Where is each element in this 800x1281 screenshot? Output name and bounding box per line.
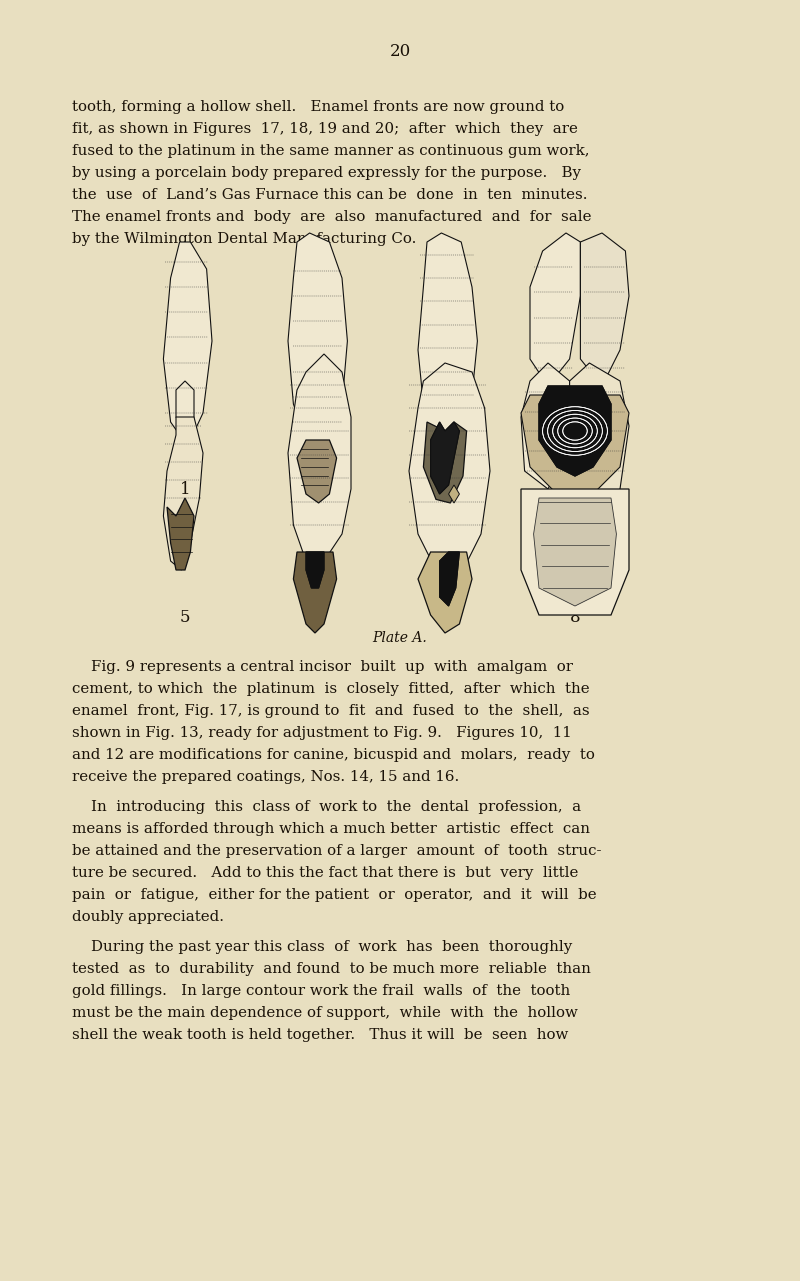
Text: and 12 are modifications for canine, bicuspid and  molars,  ready  to: and 12 are modifications for canine, bic… [72,748,595,762]
Polygon shape [521,395,629,494]
Text: tested  as  to  durability  and found  to be much more  reliable  than: tested as to durability and found to be … [72,962,591,976]
Polygon shape [534,498,616,606]
Polygon shape [539,386,611,477]
Text: In  introducing  this  class of  work to  the  dental  profession,  a: In introducing this class of work to the… [72,801,581,813]
Text: be attained and the preservation of a larger  amount  of  tooth  struc-: be attained and the preservation of a la… [72,844,602,858]
Polygon shape [294,552,337,633]
Polygon shape [530,233,581,386]
Polygon shape [581,233,629,386]
Polygon shape [418,233,478,450]
Text: gold fillings.   In large contour work the frail  walls  of  the  tooth: gold fillings. In large contour work the… [72,984,570,998]
Polygon shape [418,552,472,633]
Text: Fig. 9 represents a central incisor  built  up  with  amalgam  or: Fig. 9 represents a central incisor buil… [72,660,573,674]
Polygon shape [539,386,611,477]
Text: receive the prepared coatings, Nos. 14, 15 and 16.: receive the prepared coatings, Nos. 14, … [72,770,459,784]
Polygon shape [521,489,629,615]
Polygon shape [440,552,459,606]
Text: by the Wilmington Dental Manufacturing Co.: by the Wilmington Dental Manufacturing C… [72,232,416,246]
Polygon shape [167,498,194,570]
Text: fit, as shown in Figures  17, 18, 19 and 20;  after  which  they  are: fit, as shown in Figures 17, 18, 19 and … [72,122,578,136]
Text: pain  or  fatigue,  either for the patient  or  operator,  and  it  will  be: pain or fatigue, either for the patient … [72,888,597,902]
Polygon shape [521,363,570,489]
Polygon shape [449,485,459,503]
Text: 6: 6 [310,610,320,626]
Text: cement, to which  the  platinum  is  closely  fitted,  after  which  the: cement, to which the platinum is closely… [72,681,590,696]
Polygon shape [288,233,347,450]
Polygon shape [423,421,466,503]
Text: fused to the platinum in the same manner as continuous gum work,: fused to the platinum in the same manner… [72,143,590,158]
Text: 20: 20 [390,44,410,60]
Text: enamel  front, Fig. 17, is ground to  fit  and  fused  to  the  shell,  as: enamel front, Fig. 17, is ground to fit … [72,705,590,717]
Polygon shape [570,363,629,507]
Text: must be the main dependence of support,  while  with  the  hollow: must be the main dependence of support, … [72,1006,578,1020]
Text: 8: 8 [570,610,580,626]
Text: 5: 5 [180,610,190,626]
Text: ture be secured.   Add to this the fact that there is  but  very  little: ture be secured. Add to this the fact th… [72,866,578,880]
Text: 1: 1 [180,482,190,498]
Text: The enamel fronts and  body  are  also  manufactured  and  for  sale: The enamel fronts and body are also manu… [72,210,591,224]
Text: means is afforded through which a much better  artistic  effect  can: means is afforded through which a much b… [72,822,590,836]
Polygon shape [430,421,459,494]
Text: During the past year this class  of  work  has  been  thoroughly: During the past year this class of work … [72,940,572,954]
Polygon shape [306,552,324,588]
Polygon shape [297,439,337,503]
Text: by using a porcelain body prepared expressly for the purpose.   By: by using a porcelain body prepared expre… [72,167,581,181]
Polygon shape [440,552,459,606]
Text: 3: 3 [440,482,450,498]
Polygon shape [306,552,324,588]
Text: 4: 4 [570,482,580,498]
Text: Plate A.: Plate A. [373,632,427,646]
Polygon shape [430,421,459,494]
Polygon shape [409,363,490,579]
Polygon shape [163,418,203,570]
Text: doubly appreciated.: doubly appreciated. [72,910,224,924]
Text: 7: 7 [440,610,450,626]
Text: 2: 2 [310,482,320,498]
Polygon shape [288,354,351,570]
Text: the  use  of  Land’s Gas Furnace this can be  done  in  ten  minutes.: the use of Land’s Gas Furnace this can b… [72,188,587,202]
Text: tooth, forming a hollow shell.   Enamel fronts are now ground to: tooth, forming a hollow shell. Enamel fr… [72,100,564,114]
Polygon shape [174,439,190,539]
Polygon shape [176,380,194,436]
Text: shell the weak tooth is held together.   Thus it will  be  seen  how: shell the weak tooth is held together. T… [72,1027,568,1041]
Text: shown in Fig. 13, ready for adjustment to Fig. 9.   Figures 10,  11: shown in Fig. 13, ready for adjustment t… [72,726,572,740]
Polygon shape [163,242,212,439]
